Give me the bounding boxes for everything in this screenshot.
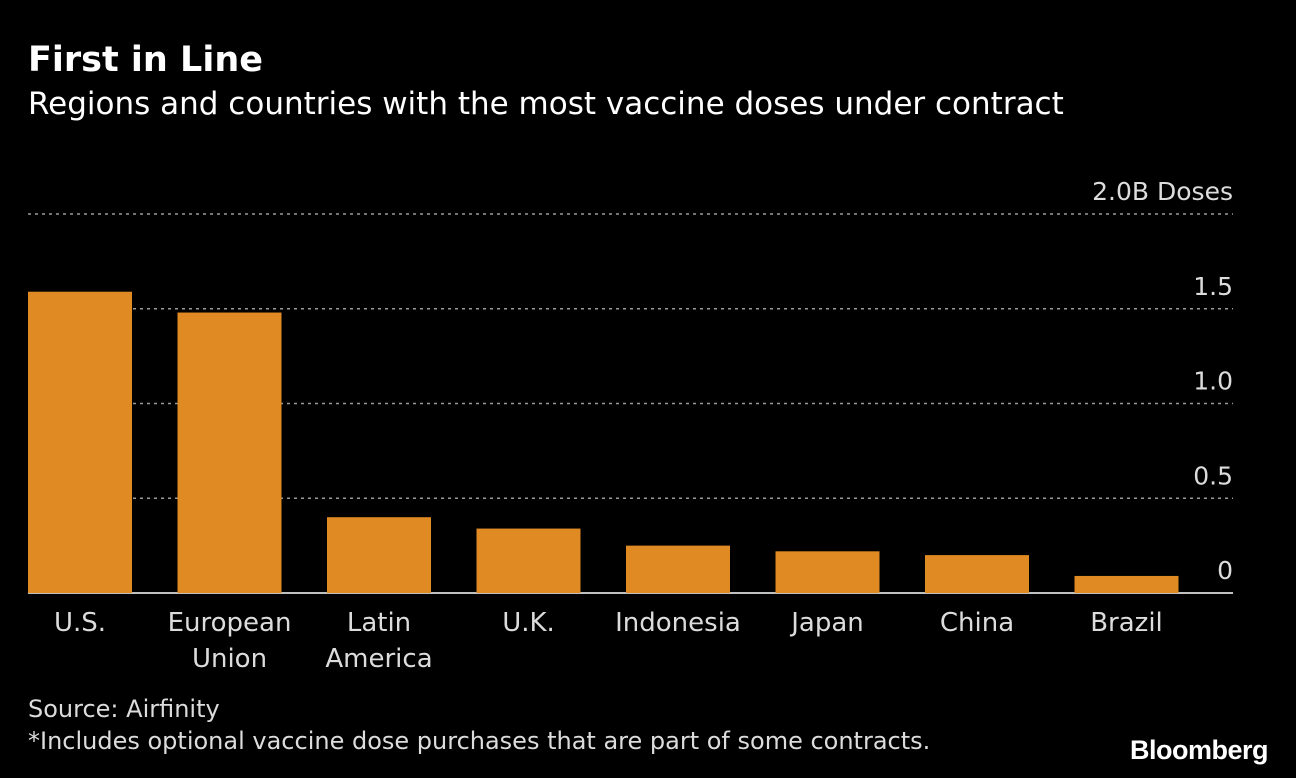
x-tick-label: U.K.: [502, 608, 555, 638]
x-tick-label-line: Japan: [789, 608, 864, 638]
bar: [626, 545, 730, 593]
bar: [925, 555, 1029, 593]
footnote: *Includes optional vaccine dose purchase…: [28, 727, 931, 755]
bar: [476, 528, 581, 593]
bar-chart: 2.0B Doses 1.5 1.0 0.5 0 U.S. European Union La…: [28, 177, 1233, 674]
x-tick-label-line: China: [940, 608, 1014, 638]
x-tick-label-line: U.K.: [502, 608, 555, 638]
y-tick-label: 0: [1217, 556, 1233, 585]
x-tick-label-line: America: [325, 644, 432, 674]
source-note: Source: Airfinity: [28, 695, 220, 723]
x-tick-label-line: European: [168, 608, 292, 638]
bar: [775, 551, 880, 593]
x-tick-label: Brazil: [1090, 608, 1163, 638]
x-tick-label: Latin America: [325, 608, 432, 674]
bar: [28, 291, 132, 593]
bars: [28, 291, 1179, 593]
x-tick-label: U.S.: [54, 608, 106, 638]
y-tick-label: 0.5: [1193, 461, 1233, 490]
x-tick-label: Japan: [789, 608, 864, 638]
x-tick-label: China: [940, 608, 1014, 638]
y-tick-label: 1.0: [1193, 367, 1233, 396]
x-tick-label-line: Indonesia: [615, 608, 741, 638]
y-tick-label: 1.5: [1193, 272, 1233, 301]
bar: [177, 312, 282, 593]
x-tick-label-line: Union: [192, 644, 267, 674]
chart-subtitle: Regions and countries with the most vacc…: [28, 86, 1064, 122]
x-axis-labels: U.S. European Union Latin America U.K. Indones…: [54, 608, 1163, 674]
x-tick-label: European Union: [168, 608, 292, 674]
bloomberg-logo: Bloomberg: [1129, 735, 1269, 765]
x-tick-label-line: Latin: [347, 608, 411, 638]
chart-title: First in Line: [28, 40, 263, 80]
y-tick-label: 2.0B Doses: [1092, 177, 1233, 206]
y-axis-ticks: 2.0B Doses 1.5 1.0 0.5 0: [1092, 177, 1233, 585]
x-tick-label-line: U.S.: [54, 608, 106, 638]
bar: [327, 517, 431, 593]
x-tick-label: Indonesia: [615, 608, 741, 638]
x-tick-label-line: Brazil: [1090, 608, 1163, 638]
bar: [1074, 575, 1179, 593]
